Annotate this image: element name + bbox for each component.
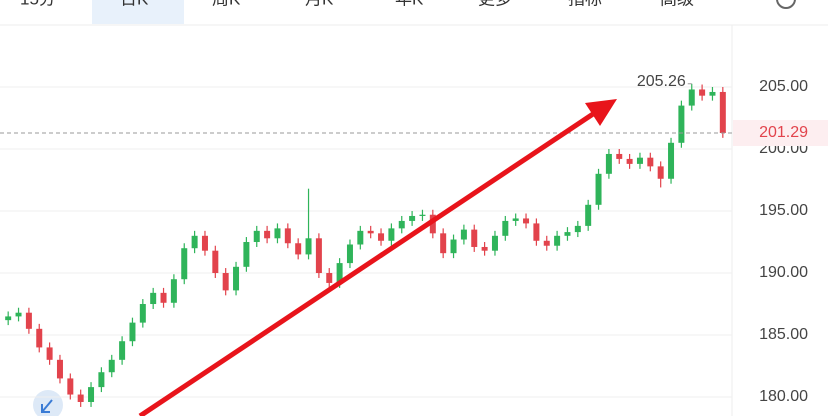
candle-body — [139, 304, 146, 323]
trend-arrow — [138, 109, 598, 416]
candle-body — [233, 266, 240, 291]
candle-body — [367, 230, 374, 234]
candle-body — [88, 387, 95, 402]
trend-arrow-head — [585, 99, 617, 126]
candle-body — [636, 157, 643, 164]
candle-body — [295, 243, 302, 255]
candle-body — [688, 89, 695, 106]
y-tick-label: 180.00 — [759, 388, 808, 405]
tab-label[interactable]: 高级 — [660, 0, 694, 8]
candle-body — [326, 273, 333, 283]
candle-body — [264, 230, 271, 239]
candle-body — [357, 230, 364, 245]
candle-body — [98, 372, 105, 388]
candle-body — [305, 238, 312, 255]
y-tick-label: 205.00 — [759, 78, 808, 95]
tab-label[interactable]: 年K — [395, 0, 424, 8]
candle-body — [709, 91, 716, 96]
candle-body — [678, 105, 685, 143]
candle-body — [585, 204, 592, 226]
candle-body — [212, 250, 219, 274]
candle-body — [491, 235, 498, 251]
candle-body — [336, 263, 343, 283]
candle-body — [67, 378, 74, 395]
tab-label[interactable]: 指标 — [568, 0, 602, 8]
candle-body — [222, 273, 229, 291]
candle-body — [150, 292, 157, 305]
candle-body — [284, 228, 291, 244]
max-price-label: 205.26 — [637, 73, 686, 90]
candle-body — [108, 359, 115, 373]
candle-body — [170, 279, 177, 303]
candle-body — [502, 220, 509, 236]
settings-icon[interactable] — [776, 0, 796, 9]
candle-body — [201, 235, 208, 251]
candle-body — [647, 157, 654, 167]
y-tick-label: 195.00 — [759, 202, 808, 219]
candle-body — [481, 246, 488, 251]
candle-body — [419, 214, 426, 216]
tab-label[interactable]: 15分 — [20, 0, 56, 8]
tab-label[interactable]: 周K — [212, 0, 241, 8]
candle-body — [15, 312, 22, 317]
candle-body — [398, 220, 405, 229]
last-price-bg — [733, 120, 828, 147]
candle-body — [378, 233, 385, 241]
candle-body — [554, 235, 561, 246]
candle-body — [346, 244, 353, 264]
candle-body — [409, 215, 416, 221]
candle-body — [657, 166, 664, 179]
candle-body — [523, 218, 530, 224]
candle-body — [543, 240, 550, 246]
candle-body — [119, 341, 126, 360]
active-tab-bg — [92, 0, 184, 24]
candle-body — [626, 158, 633, 164]
candle-body — [574, 225, 581, 233]
candle-body — [181, 248, 188, 280]
tab-label[interactable]: 月K — [305, 0, 334, 8]
candle-body — [274, 228, 281, 239]
candle-body — [36, 328, 43, 348]
candle-body — [77, 394, 84, 402]
candle-body — [699, 89, 706, 96]
candle-body — [429, 214, 436, 234]
candle-body — [129, 322, 136, 342]
candle-body — [160, 292, 167, 303]
candle-body — [460, 229, 467, 240]
tab-label[interactable]: 更多 — [478, 0, 512, 8]
candle-body — [46, 347, 53, 360]
candle-body — [616, 153, 623, 159]
candle-body — [471, 229, 478, 247]
candle-body — [388, 228, 395, 241]
candle-body — [253, 230, 260, 243]
candle-body — [719, 91, 726, 134]
candle-body — [605, 153, 612, 174]
tool-icon[interactable] — [33, 390, 63, 416]
candle-body — [56, 359, 63, 379]
last-price-label: 201.29 — [759, 124, 808, 141]
candle-body — [25, 312, 32, 329]
y-tick-label: 190.00 — [759, 264, 808, 281]
candle-body — [440, 233, 447, 254]
candle-body — [564, 232, 571, 236]
y-tick-label: 185.00 — [759, 326, 808, 343]
candle-body — [512, 218, 519, 221]
candle-body — [595, 173, 602, 205]
tab-label[interactable]: 日K — [120, 0, 149, 8]
candle-body — [315, 238, 322, 274]
candle-body — [191, 235, 198, 249]
candle-body — [450, 239, 457, 254]
candle-body — [243, 242, 250, 267]
candle-body — [533, 223, 540, 241]
candle-body — [5, 316, 12, 321]
candle-body — [668, 142, 675, 179]
